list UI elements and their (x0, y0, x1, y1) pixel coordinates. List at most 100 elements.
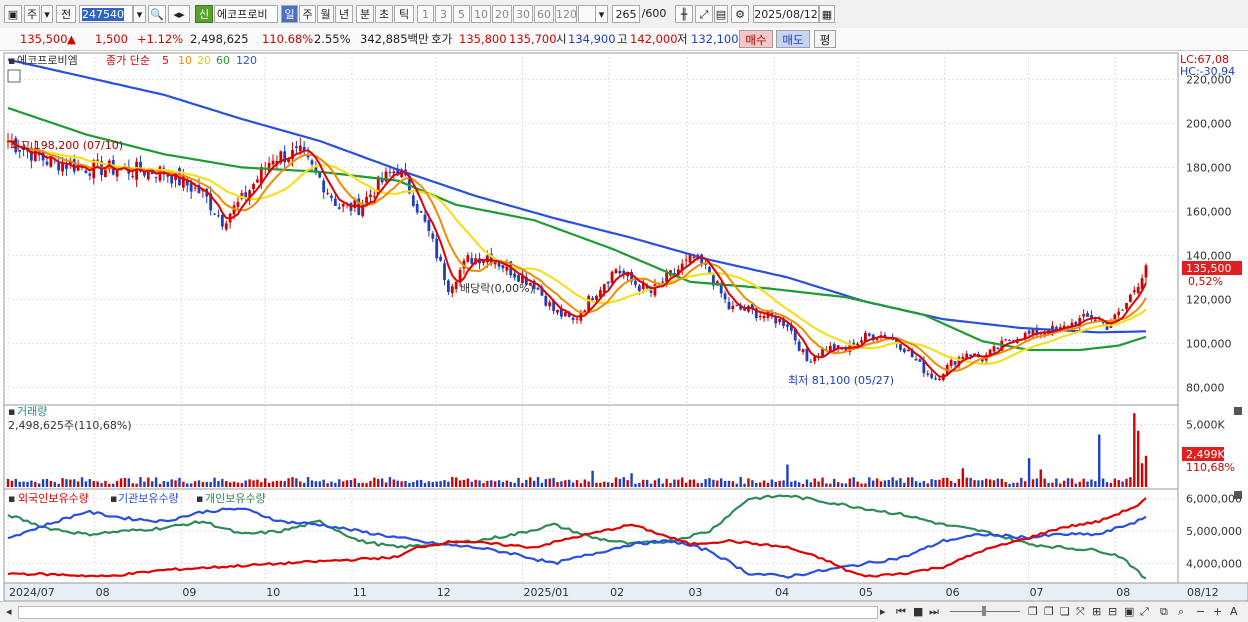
volume-bar (1105, 482, 1109, 487)
legend-foreign[interactable]: 외국인보유수량 (18, 492, 89, 505)
tool-icon[interactable]: ⤧ (1076, 605, 1085, 618)
interval-tick[interactable]: 틱 (394, 5, 414, 23)
save-icon[interactable]: ▤ (714, 5, 728, 23)
stock-chart[interactable]: 80,000 100,000 120,000 140,000 160,000 180,00… (0, 51, 1248, 601)
eval-button[interactable]: 평 (814, 30, 836, 48)
settings-gear-icon[interactable]: ⚙ (731, 5, 749, 23)
holdings-panel-close-icon[interactable] (1234, 491, 1242, 499)
min-5[interactable]: 5 (453, 5, 470, 23)
stop-icon[interactable]: ■ (913, 605, 924, 618)
tool-icon-5[interactable]: ⤢ (1140, 605, 1149, 618)
stock-name[interactable]: 에코프로비 (214, 5, 278, 23)
data-table-icon[interactable] (7, 69, 21, 83)
tool-icon-2[interactable]: ⊞ (1092, 605, 1102, 618)
tool-icon-4[interactable]: ▣ (1124, 605, 1135, 618)
legend-ma-title[interactable]: 종가 단순 (106, 54, 150, 67)
candle-body (501, 265, 505, 269)
min-30[interactable]: 30 (513, 5, 533, 23)
low-label: 저 (677, 32, 688, 46)
draw-tool-icon[interactable]: ⤢ (695, 5, 713, 23)
volume-legend[interactable]: 거래량 (17, 405, 47, 418)
volume-bar (673, 479, 676, 487)
code-dropdown-icon[interactable]: ▾ (133, 5, 146, 23)
interval-custom-dropdown-icon[interactable]: ▾ (595, 5, 608, 23)
sound-icon[interactable]: ◂▸ (168, 5, 190, 23)
legend-stock-name[interactable]: 에코프로비엠 (17, 54, 78, 67)
price-tick-label: 160,000 (1186, 205, 1232, 218)
volume-bar (330, 481, 333, 487)
count-input[interactable]: 265 (612, 5, 640, 23)
window-icon-2[interactable]: ❐ (1044, 605, 1054, 618)
volume-panel-close-icon[interactable] (1234, 407, 1242, 415)
volume-bar (864, 483, 867, 487)
interval-day[interactable]: 일 (281, 5, 298, 23)
buy-button[interactable]: 매수 (739, 30, 773, 48)
zoom-icon[interactable]: ⌕ (1178, 605, 1185, 618)
candle-body (143, 171, 146, 176)
scroll-left-icon[interactable]: ◂ (6, 605, 12, 618)
speed-slider-handle[interactable] (982, 606, 986, 616)
volume-bar (53, 482, 56, 487)
candle-body (708, 267, 711, 274)
volume-bar (84, 481, 88, 487)
zoom-in-button[interactable]: + (1213, 605, 1223, 618)
layout-icon[interactable]: ▣ (4, 5, 22, 23)
min-20[interactable]: 20 (492, 5, 512, 23)
ma120-line (7, 58, 1147, 334)
volume-bar (509, 481, 512, 487)
price-tick-label: 100,000 (1186, 337, 1232, 350)
interval-minute[interactable]: 분 (356, 5, 374, 23)
y-axis-labels: 80,000 100,000 120,000 140,000 160,000 180,00… (1186, 73, 1242, 570)
candle-body (314, 167, 318, 172)
auto-scale-button[interactable]: A (1230, 605, 1238, 618)
volume-bar (903, 482, 906, 487)
interval-year[interactable]: 년 (335, 5, 353, 23)
candle-body (680, 263, 684, 271)
volume-bar (513, 482, 516, 487)
interval-month[interactable]: 월 (317, 5, 334, 23)
volume-bar (451, 477, 454, 487)
volume-bar (232, 481, 236, 487)
min-60[interactable]: 60 (534, 5, 554, 23)
min-120[interactable]: 120 (555, 5, 577, 23)
stock-code-input[interactable]: 247540 (79, 5, 133, 23)
sell-button[interactable]: 매도 (776, 30, 810, 48)
period-select[interactable]: 주 (24, 5, 40, 23)
candle-type-icon[interactable]: ╫ (675, 5, 693, 23)
volume-bar (228, 482, 232, 487)
volume-bar (712, 479, 715, 487)
volume-bar (891, 477, 894, 487)
calendar-icon[interactable]: ▦ (819, 5, 835, 23)
fast-forward-icon[interactable]: ⏭ (929, 605, 939, 618)
tool-icon-3[interactable]: ⊟ (1108, 605, 1118, 618)
min-1[interactable]: 1 (417, 5, 434, 23)
copy-icon[interactable]: ⧉ (1160, 605, 1168, 618)
rewind-icon[interactable]: ⏮ (896, 605, 906, 618)
interval-week[interactable]: 주 (299, 5, 316, 23)
mode-button[interactable]: 전 (56, 5, 76, 23)
window-icon[interactable]: ❐ (1028, 605, 1038, 618)
candle-body (673, 273, 676, 275)
scroll-right-icon[interactable]: ▸ (880, 605, 886, 618)
zoom-out-button[interactable]: − (1196, 605, 1206, 618)
window-icon-3[interactable]: ❏ (1060, 605, 1070, 618)
volume-current-pct: 110,68% (1186, 461, 1235, 474)
search-icon[interactable]: 🔍 (148, 5, 166, 23)
min-3[interactable]: 3 (435, 5, 452, 23)
candle-body (431, 233, 435, 239)
candle-body (899, 342, 902, 350)
volume-bar (69, 479, 72, 487)
period-dropdown-icon[interactable]: ▾ (41, 5, 53, 23)
min-10[interactable]: 10 (471, 5, 491, 23)
candle-body (365, 196, 368, 204)
interval-second[interactable]: 초 (375, 5, 393, 23)
legend-institution[interactable]: 기관보유수량 (118, 492, 179, 505)
x-tick-label: 2024/07 (9, 586, 55, 599)
candle-body (871, 334, 875, 341)
volume-bar (256, 479, 259, 487)
legend-individual[interactable]: 개인보유수량 (205, 492, 266, 505)
horizontal-scrollbar[interactable] (18, 606, 878, 619)
date-input[interactable]: 2025/08/12 (753, 5, 819, 23)
candle-body (446, 280, 450, 292)
volume-bar (353, 478, 357, 487)
